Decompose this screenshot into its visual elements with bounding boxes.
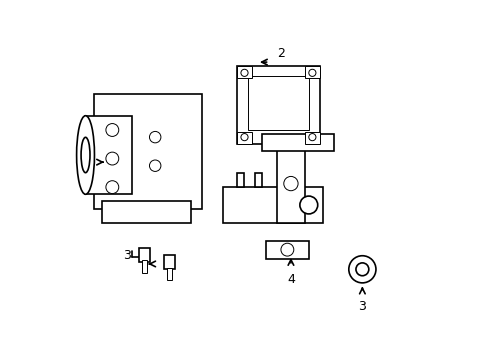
Bar	[237, 66, 251, 78]
Bar	[139, 248, 149, 262]
Bar	[237, 132, 251, 144]
Bar	[305, 66, 319, 78]
Circle shape	[241, 134, 247, 141]
Text: 1: 1	[87, 147, 95, 160]
Bar	[142, 260, 147, 273]
Ellipse shape	[77, 116, 94, 194]
Bar	[85, 116, 132, 194]
Bar	[237, 173, 244, 187]
Circle shape	[308, 69, 315, 76]
Text: 3: 3	[122, 248, 130, 261]
Circle shape	[106, 181, 119, 194]
Bar	[94, 94, 201, 208]
Bar	[223, 187, 323, 223]
Bar	[265, 241, 308, 258]
Bar	[164, 255, 175, 269]
Text: 3: 3	[358, 300, 366, 313]
Circle shape	[106, 152, 119, 165]
Circle shape	[281, 243, 293, 256]
Circle shape	[348, 256, 375, 283]
Bar	[305, 132, 319, 144]
Circle shape	[241, 69, 247, 76]
Text: 2: 2	[276, 47, 284, 60]
Circle shape	[299, 196, 317, 214]
Circle shape	[355, 263, 368, 276]
Bar	[255, 173, 262, 187]
Text: 4: 4	[286, 273, 294, 286]
Ellipse shape	[81, 137, 90, 173]
Bar	[247, 76, 308, 130]
Bar	[166, 267, 172, 280]
Circle shape	[283, 176, 298, 191]
Bar	[237, 66, 319, 144]
Circle shape	[149, 131, 161, 143]
Circle shape	[308, 134, 315, 141]
Bar	[276, 144, 305, 223]
Bar	[262, 134, 333, 152]
Bar	[102, 202, 190, 223]
Circle shape	[106, 123, 119, 136]
Circle shape	[149, 160, 161, 171]
